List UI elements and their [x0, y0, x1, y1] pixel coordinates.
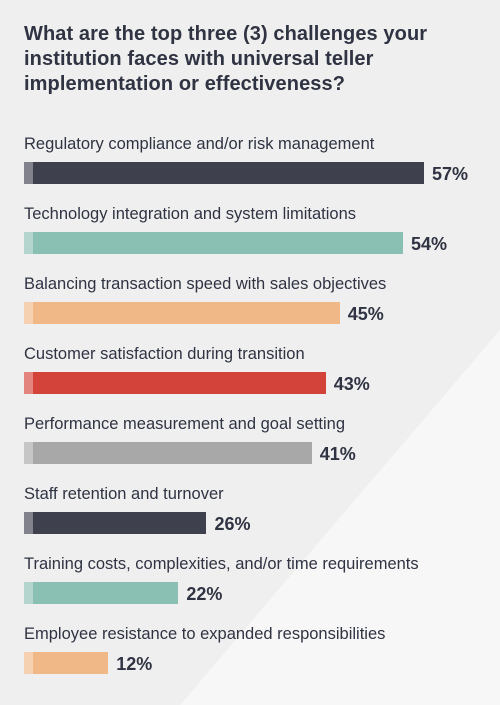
bar-row: 12% [24, 652, 494, 674]
bar [24, 232, 403, 254]
value-label: 54% [410, 234, 447, 254]
category-label: Training costs, complexities, and/or tim… [24, 555, 419, 573]
bar [24, 652, 109, 674]
bar [24, 162, 424, 184]
category-label: Technology integration and system limita… [24, 205, 357, 223]
category-label: Regulatory compliance and/or risk manage… [24, 135, 375, 153]
bar-row: 22% [24, 582, 494, 604]
bar-row: 45% [24, 302, 494, 324]
value-label: 41% [319, 444, 356, 464]
bar-row: 43% [24, 372, 494, 394]
chart-title: What are the top three (3) challenges yo… [24, 23, 428, 95]
bar-accent [24, 162, 33, 184]
category-label: Customer satisfaction during transition [24, 345, 305, 363]
bar-row: 41% [24, 442, 494, 464]
category-label: Employee resistance to expanded responsi… [24, 625, 386, 643]
value-label: 26% [214, 514, 251, 534]
bar-accent [24, 582, 33, 604]
bar [24, 302, 340, 324]
chart-row: Customer satisfaction during transition 4… [24, 344, 494, 394]
chart-row: Balancing transaction speed with sales o… [24, 274, 494, 324]
chart-row: Performance measurement and goal setting… [24, 414, 494, 464]
bar [24, 582, 179, 604]
chart-row: Staff retention and turnover 26% [24, 484, 494, 534]
chart-row: Technology integration and system limita… [24, 204, 494, 254]
bar [24, 442, 312, 464]
bar [24, 512, 207, 534]
chart-row: Training costs, complexities, and/or tim… [24, 554, 494, 604]
category-label: Balancing transaction speed with sales o… [24, 275, 387, 293]
bar [24, 372, 326, 394]
bar-accent [24, 232, 33, 254]
bar-accent [24, 372, 33, 394]
bar-accent [24, 302, 33, 324]
value-label: 45% [347, 304, 384, 324]
bar-row: 57% [24, 162, 494, 184]
value-label: 12% [116, 654, 153, 674]
bar-accent [24, 442, 33, 464]
bar-accent [24, 652, 33, 674]
chart-row: Employee resistance to expanded responsi… [24, 624, 494, 674]
bar-accent [24, 512, 33, 534]
bar-row: 26% [24, 512, 494, 534]
value-label: 57% [432, 164, 469, 184]
value-label: 22% [186, 584, 223, 604]
chart-row: Regulatory compliance and/or risk manage… [24, 134, 494, 184]
bar-row: 54% [24, 232, 494, 254]
value-label: 43% [333, 374, 370, 394]
category-label: Performance measurement and goal setting [24, 415, 346, 433]
category-label: Staff retention and turnover [24, 485, 224, 503]
